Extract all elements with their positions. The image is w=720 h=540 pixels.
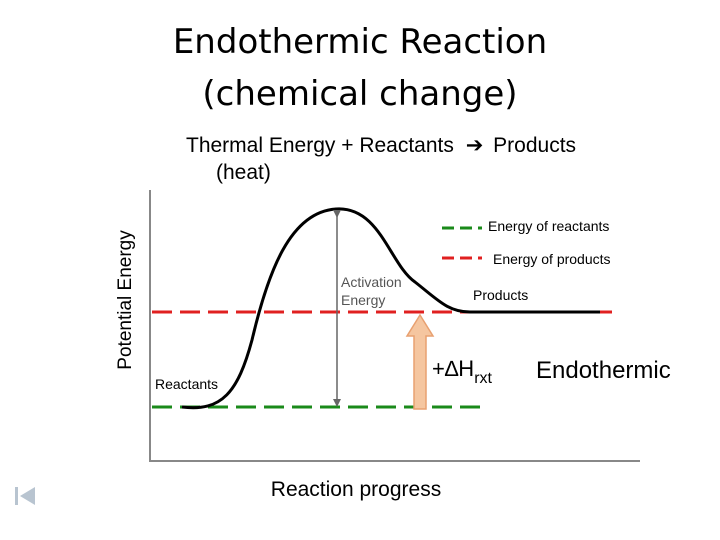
energy-curve [181, 207, 600, 410]
legend-reactants-label: Energy of reactants [488, 218, 609, 234]
y-axis-label: Potential Energy [115, 230, 136, 370]
equation-products-text: Products [493, 134, 577, 157]
reactants-label: Reactants [155, 376, 218, 392]
enthalpy-change-arrow [405, 313, 435, 410]
delta-h-label: +∆Hrxt [432, 356, 493, 387]
endothermic-label: Endothermic [536, 357, 671, 384]
legend-products-label: Energy of products [493, 251, 611, 267]
legend: Energy of reactants Energy of products [442, 218, 611, 267]
activation-energy-label-line2: Energy [341, 292, 385, 308]
equation-heat-note: (heat) [216, 161, 271, 184]
title-line-1: Endothermic Reaction [172, 22, 548, 62]
delta-h-subscript: rxt [474, 370, 492, 387]
equation-reactants-text: Thermal Energy + Reactants [186, 134, 454, 157]
activation-energy-label-line1: Activation [341, 274, 402, 290]
title-line-2: (chemical change) [202, 74, 518, 114]
delta-h-prefix: +∆H [432, 356, 474, 381]
reaction-equation: Thermal Energy + Reactants ➔ Products [186, 133, 576, 159]
skip-to-start-icon[interactable] [12, 485, 38, 507]
equation-arrow-icon: ➔ [465, 134, 484, 157]
products-label: Products [473, 287, 528, 303]
x-axis-label: Reaction progress [271, 478, 441, 501]
